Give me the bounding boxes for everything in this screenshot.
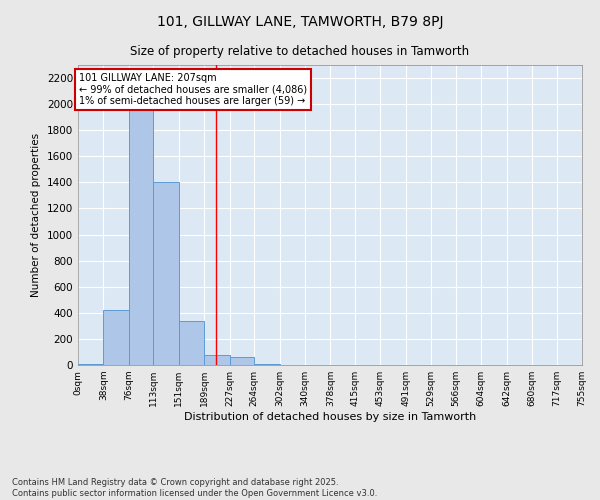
Bar xyxy=(204,354,230,365)
Text: 101 GILLWAY LANE: 207sqm
← 99% of detached houses are smaller (4,086)
1% of semi: 101 GILLWAY LANE: 207sqm ← 99% of detach… xyxy=(79,73,307,106)
Bar xyxy=(103,310,129,365)
Bar xyxy=(254,364,280,365)
Bar xyxy=(179,320,204,365)
Y-axis label: Number of detached properties: Number of detached properties xyxy=(31,133,41,297)
Bar xyxy=(78,364,103,365)
Text: Size of property relative to detached houses in Tamworth: Size of property relative to detached ho… xyxy=(130,45,470,58)
Text: Contains HM Land Registry data © Crown copyright and database right 2025.
Contai: Contains HM Land Registry data © Crown c… xyxy=(12,478,377,498)
Bar xyxy=(154,182,179,365)
Bar xyxy=(129,91,154,365)
Bar xyxy=(230,357,254,365)
Text: 101, GILLWAY LANE, TAMWORTH, B79 8PJ: 101, GILLWAY LANE, TAMWORTH, B79 8PJ xyxy=(157,15,443,29)
X-axis label: Distribution of detached houses by size in Tamworth: Distribution of detached houses by size … xyxy=(184,412,476,422)
